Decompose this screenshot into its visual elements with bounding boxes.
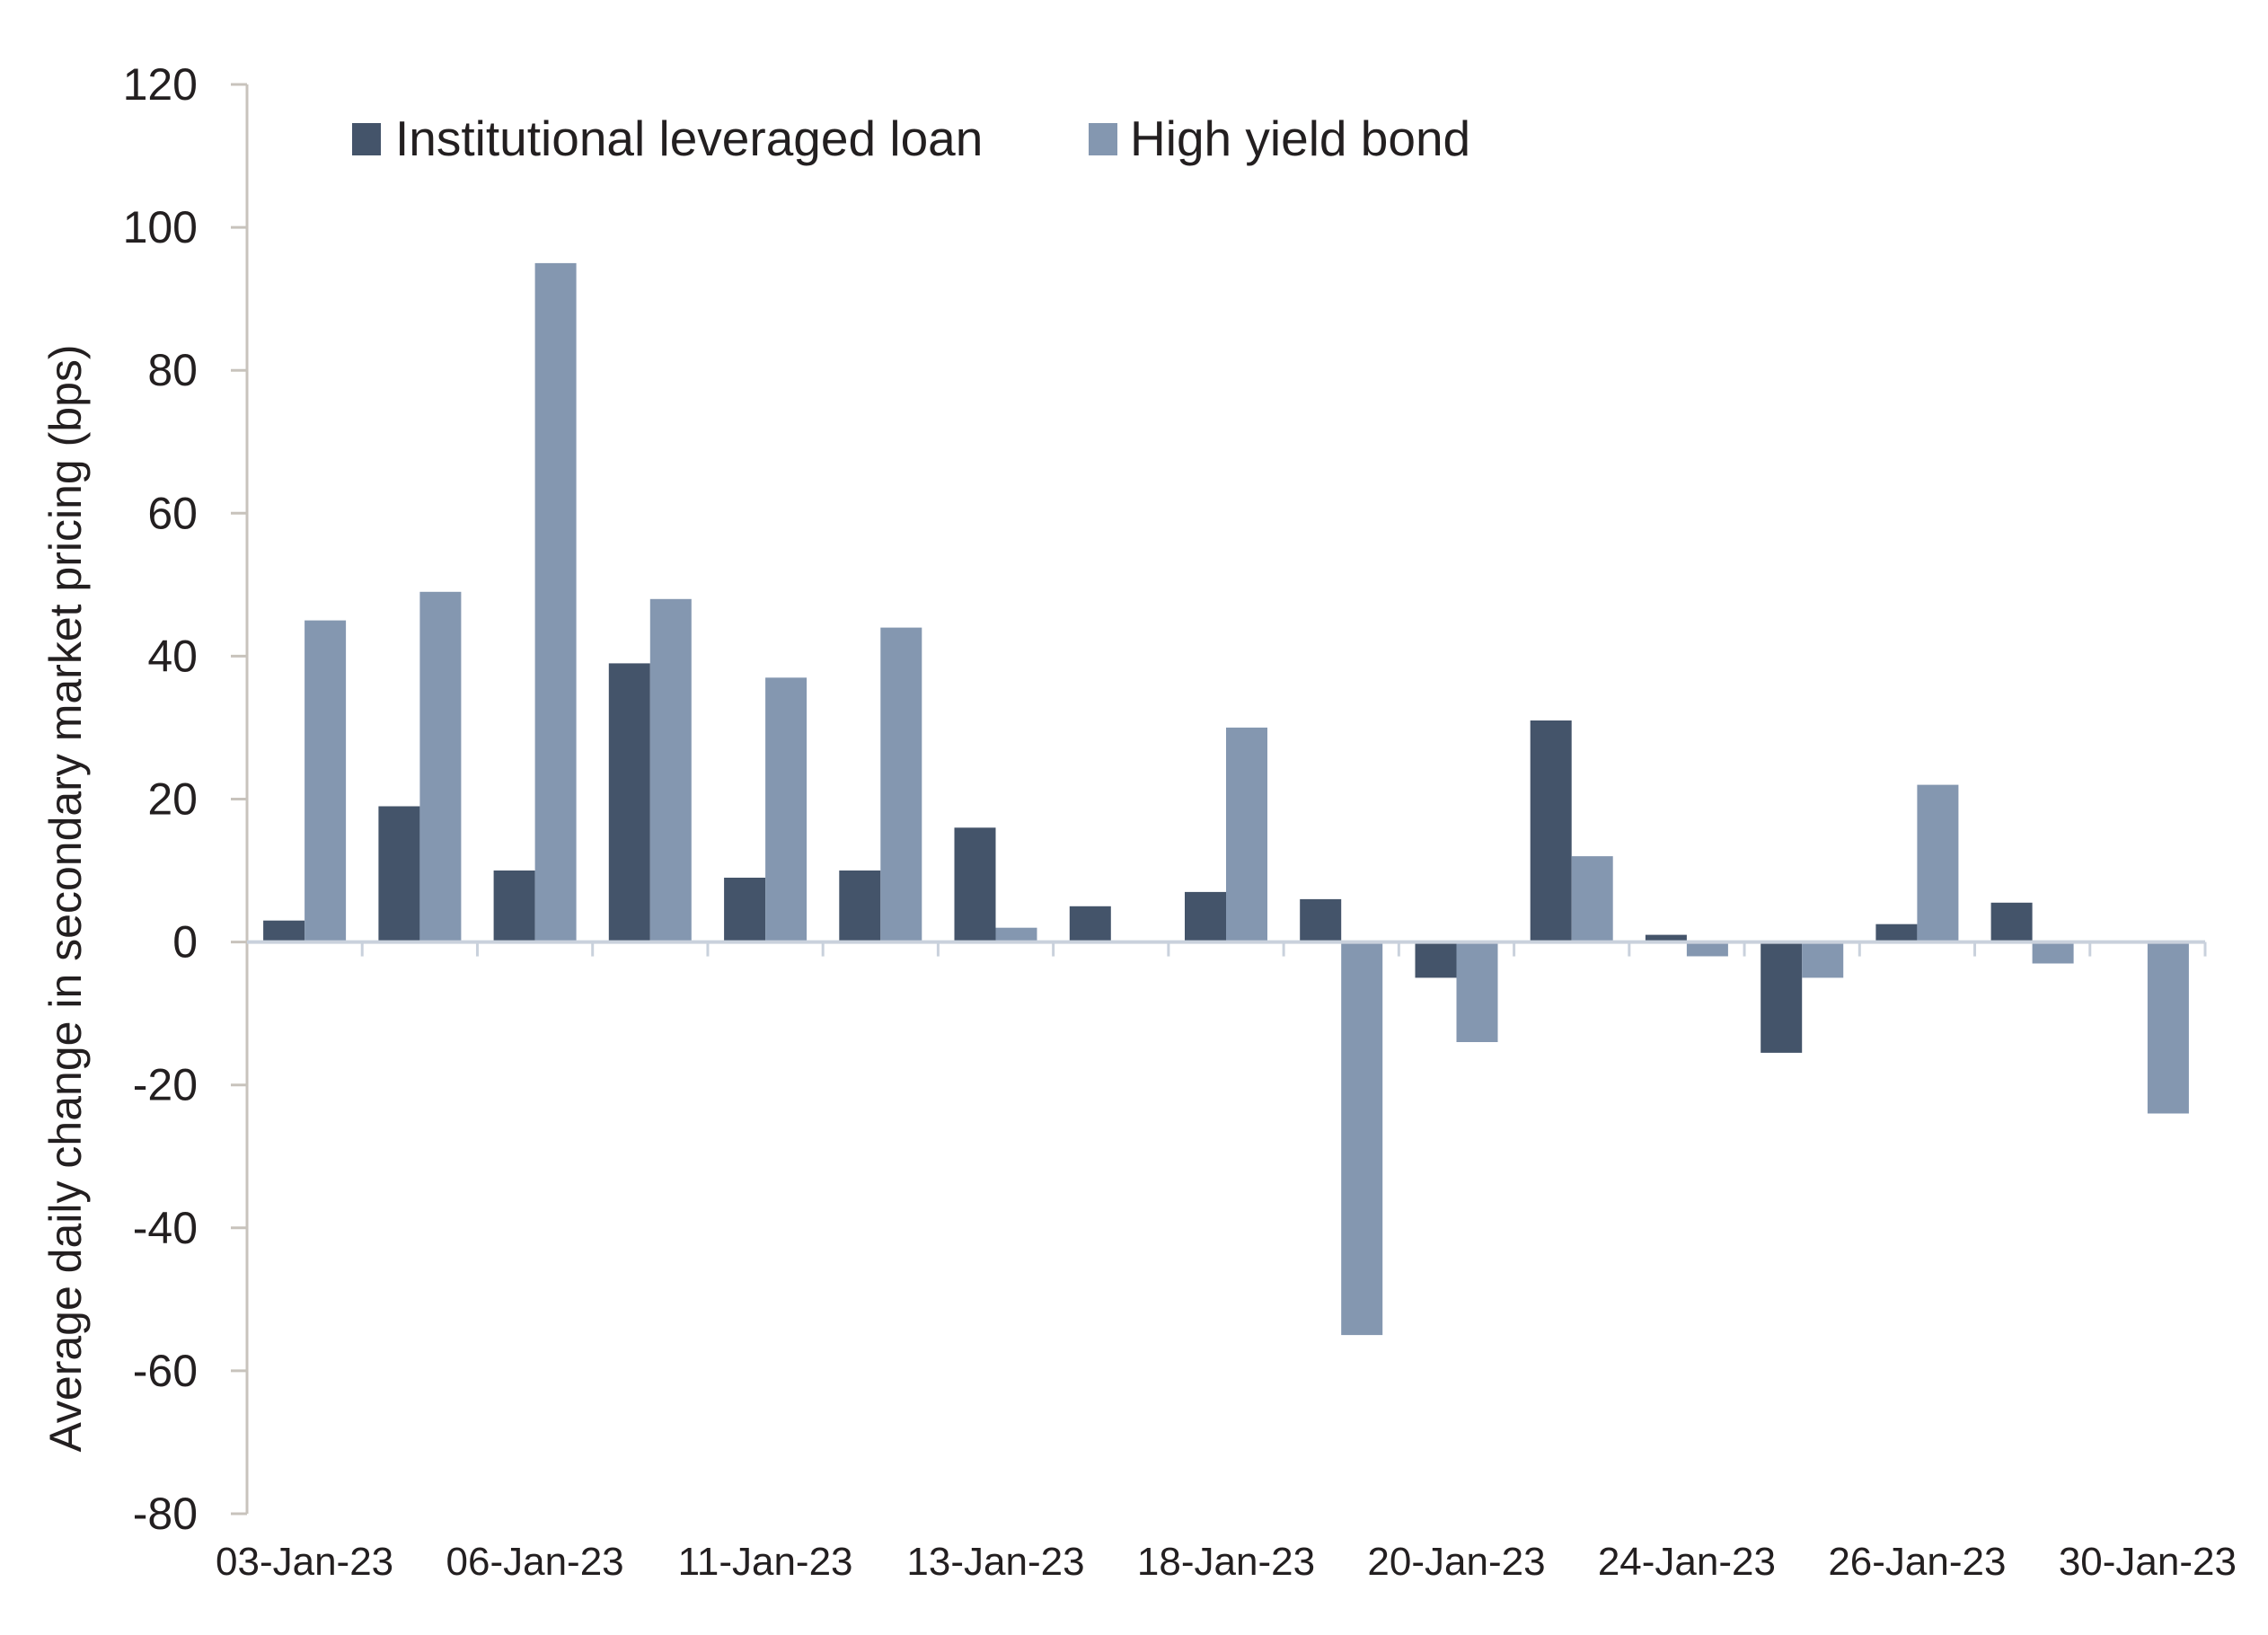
bar-bond-04-Jan-23: [419, 591, 462, 942]
bar-loan-24-Jan-23: [1645, 934, 1687, 942]
bar-bond-12-Jan-23: [880, 627, 922, 942]
y-tick-label: 40: [147, 631, 198, 681]
bar-loan-11-Jan-23: [724, 878, 766, 942]
bar-loan-06-Jan-23: [493, 871, 535, 942]
legend-label-high-yield-bond: High yield bond: [1130, 110, 1470, 166]
legend: Institutional leveraged loan High yield …: [352, 110, 1470, 166]
bar-loan-17-Jan-23: [1069, 906, 1111, 942]
y-tick-label: -20: [133, 1060, 198, 1110]
y-tick-label: -40: [133, 1203, 198, 1253]
bar-bond-27-Jan-23: [2032, 941, 2074, 964]
bar-loan-12-Jan-23: [839, 871, 881, 942]
bar-loan-27-Jan-23: [1990, 902, 2033, 942]
legend-label-institutional-leveraged-loan: Institutional leveraged loan: [395, 110, 983, 166]
bar-bond-25-Jan-23: [1802, 941, 1844, 978]
bar-bond-18-Jan-23: [1226, 727, 1267, 942]
bar-bond-26-Jan-23: [1917, 784, 1959, 942]
labels-layer: 120 100 80 60 40 20 0 -20 -40 -60 -80 03-Jan-23 06-J…: [123, 59, 2237, 1584]
x-tick-label: 20-Jan-23: [1367, 1540, 1545, 1584]
bar-bond-11-Jan-23: [765, 677, 807, 942]
x-tick-label: 06-Jan-23: [446, 1540, 624, 1584]
x-tick-label: 18-Jan-23: [1137, 1540, 1315, 1584]
x-tick-label: 13-Jan-23: [906, 1540, 1084, 1584]
bar-loan-09-Jan-23: [608, 663, 650, 942]
y-tick-label: 0: [172, 917, 198, 968]
bar-bond-13-Jan-23: [995, 927, 1037, 942]
bar-bond-30-Jan-23: [2147, 941, 2189, 1114]
y-axis-title: Average daily change in secondary market…: [40, 344, 91, 1452]
bar-loan-25-Jan-23: [1761, 941, 1803, 1053]
y-tick-label: 100: [123, 202, 198, 252]
legend-swatch-high-yield-bond: [1089, 123, 1117, 155]
x-tick-label: 24-Jan-23: [1598, 1540, 1776, 1584]
bar-bond-24-Jan-23: [1686, 941, 1728, 957]
bars-layer: [263, 262, 2189, 1336]
bar-loan-04-Jan-23: [378, 806, 420, 942]
bar-bond-06-Jan-23: [534, 262, 577, 942]
bar-loan-23-Jan-23: [1530, 720, 1572, 942]
x-tick-label: 26-Jan-23: [1828, 1540, 2006, 1584]
bar-loan-26-Jan-23: [1875, 924, 1918, 942]
bar-loan-03-Jan-23: [263, 920, 305, 942]
bar-bond-09-Jan-23: [649, 598, 692, 942]
legend-swatch-institutional-leveraged-loan: [352, 123, 381, 155]
y-tick-label: 20: [147, 774, 198, 825]
x-tick-label: 11-Jan-23: [678, 1540, 853, 1584]
bar-bond-23-Jan-23: [1571, 856, 1613, 942]
axes-layer: [231, 83, 2207, 1516]
y-tick-label: -60: [133, 1346, 198, 1396]
y-tick-label: 120: [123, 59, 198, 110]
bar-bond-19-Jan-23: [1341, 941, 1383, 1336]
bar-loan-19-Jan-23: [1300, 898, 1342, 942]
x-tick-label: 03-Jan-23: [216, 1540, 393, 1584]
bar-loan-20-Jan-23: [1415, 941, 1457, 978]
bar-loan-13-Jan-23: [954, 827, 996, 942]
y-tick-label: 80: [147, 345, 198, 395]
y-tick-label: -80: [133, 1489, 198, 1539]
bar-loan-18-Jan-23: [1185, 891, 1226, 942]
y-tick-label: 60: [147, 488, 198, 538]
x-tick-label: 30-Jan-23: [2059, 1540, 2237, 1584]
bar-bond-03-Jan-23: [304, 620, 347, 942]
bar-bond-20-Jan-23: [1456, 941, 1498, 1042]
